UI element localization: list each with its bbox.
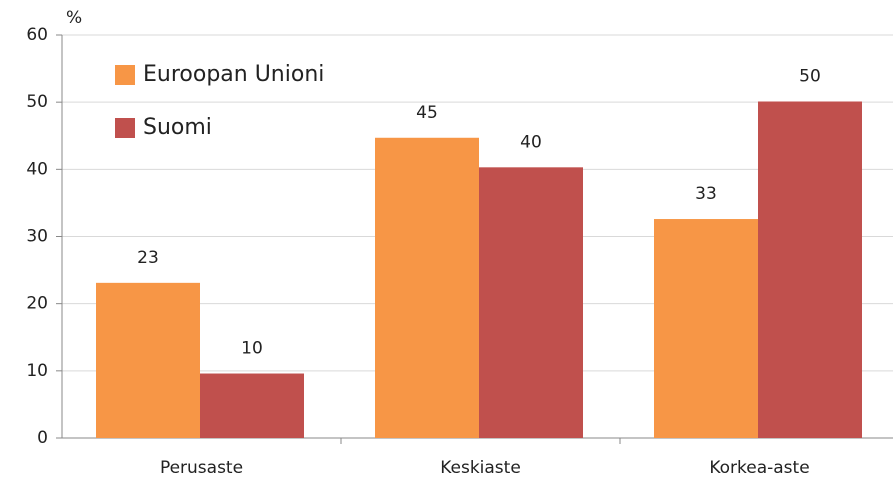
bar: [375, 137, 479, 438]
x-tick-label: Perusaste: [160, 458, 243, 478]
bar: [479, 167, 583, 438]
legend-text: Suomi: [143, 115, 212, 140]
x-tick-label: Korkea-aste: [709, 458, 809, 478]
y-tick-label: 10: [26, 361, 48, 381]
legend-swatch: [115, 65, 135, 85]
data-label: 33: [695, 184, 717, 204]
y-tick-label: 20: [26, 294, 48, 314]
data-label: 23: [137, 248, 159, 268]
bar: [200, 373, 304, 438]
y-tick-label: 60: [26, 25, 48, 45]
y-tick-label: 30: [26, 227, 48, 247]
data-label: 40: [520, 132, 542, 152]
bar: [96, 282, 200, 438]
data-label: 45: [416, 103, 438, 123]
x-tick-label: Keskiaste: [440, 458, 521, 478]
data-label: 50: [799, 66, 821, 86]
y-unit: %: [66, 8, 82, 28]
y-tick-label: 50: [26, 92, 48, 112]
data-label: 10: [241, 339, 263, 359]
legend-swatch: [115, 118, 135, 138]
bar: [758, 101, 862, 439]
y-tick-label: 0: [37, 428, 48, 448]
y-tick-label: 40: [26, 159, 48, 179]
bar: [654, 219, 758, 438]
legend-text: Euroopan Unioni: [143, 62, 324, 87]
